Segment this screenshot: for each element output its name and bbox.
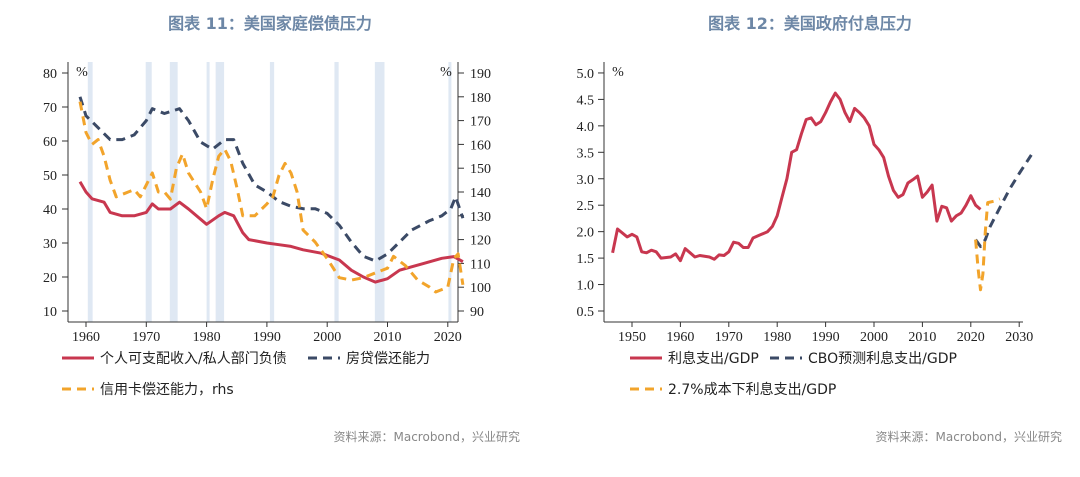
series-line-0 <box>78 181 464 284</box>
left-unit-label: % <box>76 65 88 80</box>
y-tick-label: 70 <box>43 101 57 116</box>
x-tick-label: 2000 <box>860 330 888 345</box>
y-tick-label: 2.5 <box>577 199 595 214</box>
chart-12: 0.5 1.0 1.5 2.0 2.5 3.0 3.5 4.0 4.5 5.0 1950 1960 19… <box>577 62 1033 398</box>
chart-12-title: 图表 12：美国政府付息压力 <box>708 14 912 33</box>
y2-tick-label: 130 <box>470 210 491 225</box>
y-tick-label: 3.0 <box>577 173 595 188</box>
x-tick-label: 2010 <box>908 330 936 345</box>
legend-item-0-label: 利息支出/GDP <box>668 350 759 367</box>
x-tick-label: 1970 <box>132 330 160 345</box>
y2-tick-label: 120 <box>470 234 491 249</box>
legend-item-0-label: 个人可支配收入/私人部门负债 <box>100 351 287 367</box>
y-tick-label: 0.5 <box>577 305 595 320</box>
x-tick-label: 1960 <box>72 330 100 345</box>
y-tick-label: 30 <box>43 237 57 252</box>
y2-tick-label: 110 <box>470 257 490 272</box>
y2-tick-label: 170 <box>470 115 491 130</box>
x-tick-label: 2020 <box>434 330 462 345</box>
y-tick-label: 40 <box>43 203 57 218</box>
y-tick-label: 3.5 <box>577 146 595 161</box>
x-tick-label: 1980 <box>763 330 791 345</box>
y-tick-label: 20 <box>43 271 57 286</box>
x-tick-label: 2020 <box>957 330 985 345</box>
y-tick-label: 10 <box>43 305 57 320</box>
recession-band <box>87 62 93 322</box>
x-tick-label: 1970 <box>715 330 743 345</box>
series-line-1 <box>974 154 1033 248</box>
recession-band <box>334 62 339 322</box>
x-tick-label: 2000 <box>313 330 341 345</box>
recession-band <box>206 62 210 322</box>
chart-11-title: 图表 11：美国家庭偿债压力 <box>168 14 372 33</box>
legend-item-1-label: 房贷偿还能力 <box>346 351 430 367</box>
y-tick-label: 4.5 <box>577 93 595 108</box>
y-tick-label: 1.5 <box>577 252 595 267</box>
recession-band <box>215 62 225 322</box>
recession-band <box>448 62 452 322</box>
y2-tick-label: 140 <box>470 186 491 201</box>
y-tick-label: 4.0 <box>577 120 595 135</box>
chart-11-source: 资料来源：Macrobond，兴业研究 <box>334 429 521 444</box>
y-tick-label: 80 <box>43 67 57 82</box>
y2-tick-label: 180 <box>470 91 491 106</box>
y2-tick-label: 90 <box>470 305 484 320</box>
x-tick-label: 1980 <box>193 330 221 345</box>
chart-12-source: 资料来源：Macrobond，兴业研究 <box>876 429 1063 444</box>
x-tick-label: 1950 <box>618 330 646 345</box>
legend-item-1-label: CBO预测利息支出/GDP <box>808 350 957 367</box>
legend-item-2-label: 信用卡偿还能力，rhs <box>100 382 234 398</box>
series-line-0 <box>611 91 982 263</box>
y-tick-label: 60 <box>43 135 57 150</box>
y-tick-label: 1.0 <box>577 279 595 294</box>
unit-label: % <box>612 65 624 80</box>
x-tick-label: 1990 <box>253 330 281 345</box>
x-tick-label: 2010 <box>374 330 402 345</box>
y-tick-label: 2.0 <box>577 226 595 241</box>
y-tick-label: 50 <box>43 169 57 184</box>
recession-band <box>374 62 385 322</box>
series-line-2 <box>974 197 1001 292</box>
x-tick-label: 1960 <box>666 330 694 345</box>
y2-tick-label: 190 <box>470 67 491 82</box>
x-tick-label: 2030 <box>1005 330 1033 345</box>
right-unit-label: % <box>440 65 452 80</box>
series-line-1 <box>78 96 465 263</box>
legend-item-2-label: 2.7%成本下利息支出/GDP <box>668 381 836 398</box>
y2-tick-label: 100 <box>470 281 491 296</box>
series-line-2 <box>78 101 465 294</box>
chart-11: 10 20 30 40 50 60 70 80 90 100 110 120 130 140 150 160 1… <box>43 62 491 398</box>
recession-band <box>169 62 178 322</box>
x-tick-label: 1990 <box>812 330 840 345</box>
y2-tick-label: 160 <box>470 138 491 153</box>
y2-tick-label: 150 <box>470 162 491 177</box>
recession-band <box>145 62 152 322</box>
recession-band <box>269 62 275 322</box>
y-tick-label: 5.0 <box>577 67 595 82</box>
